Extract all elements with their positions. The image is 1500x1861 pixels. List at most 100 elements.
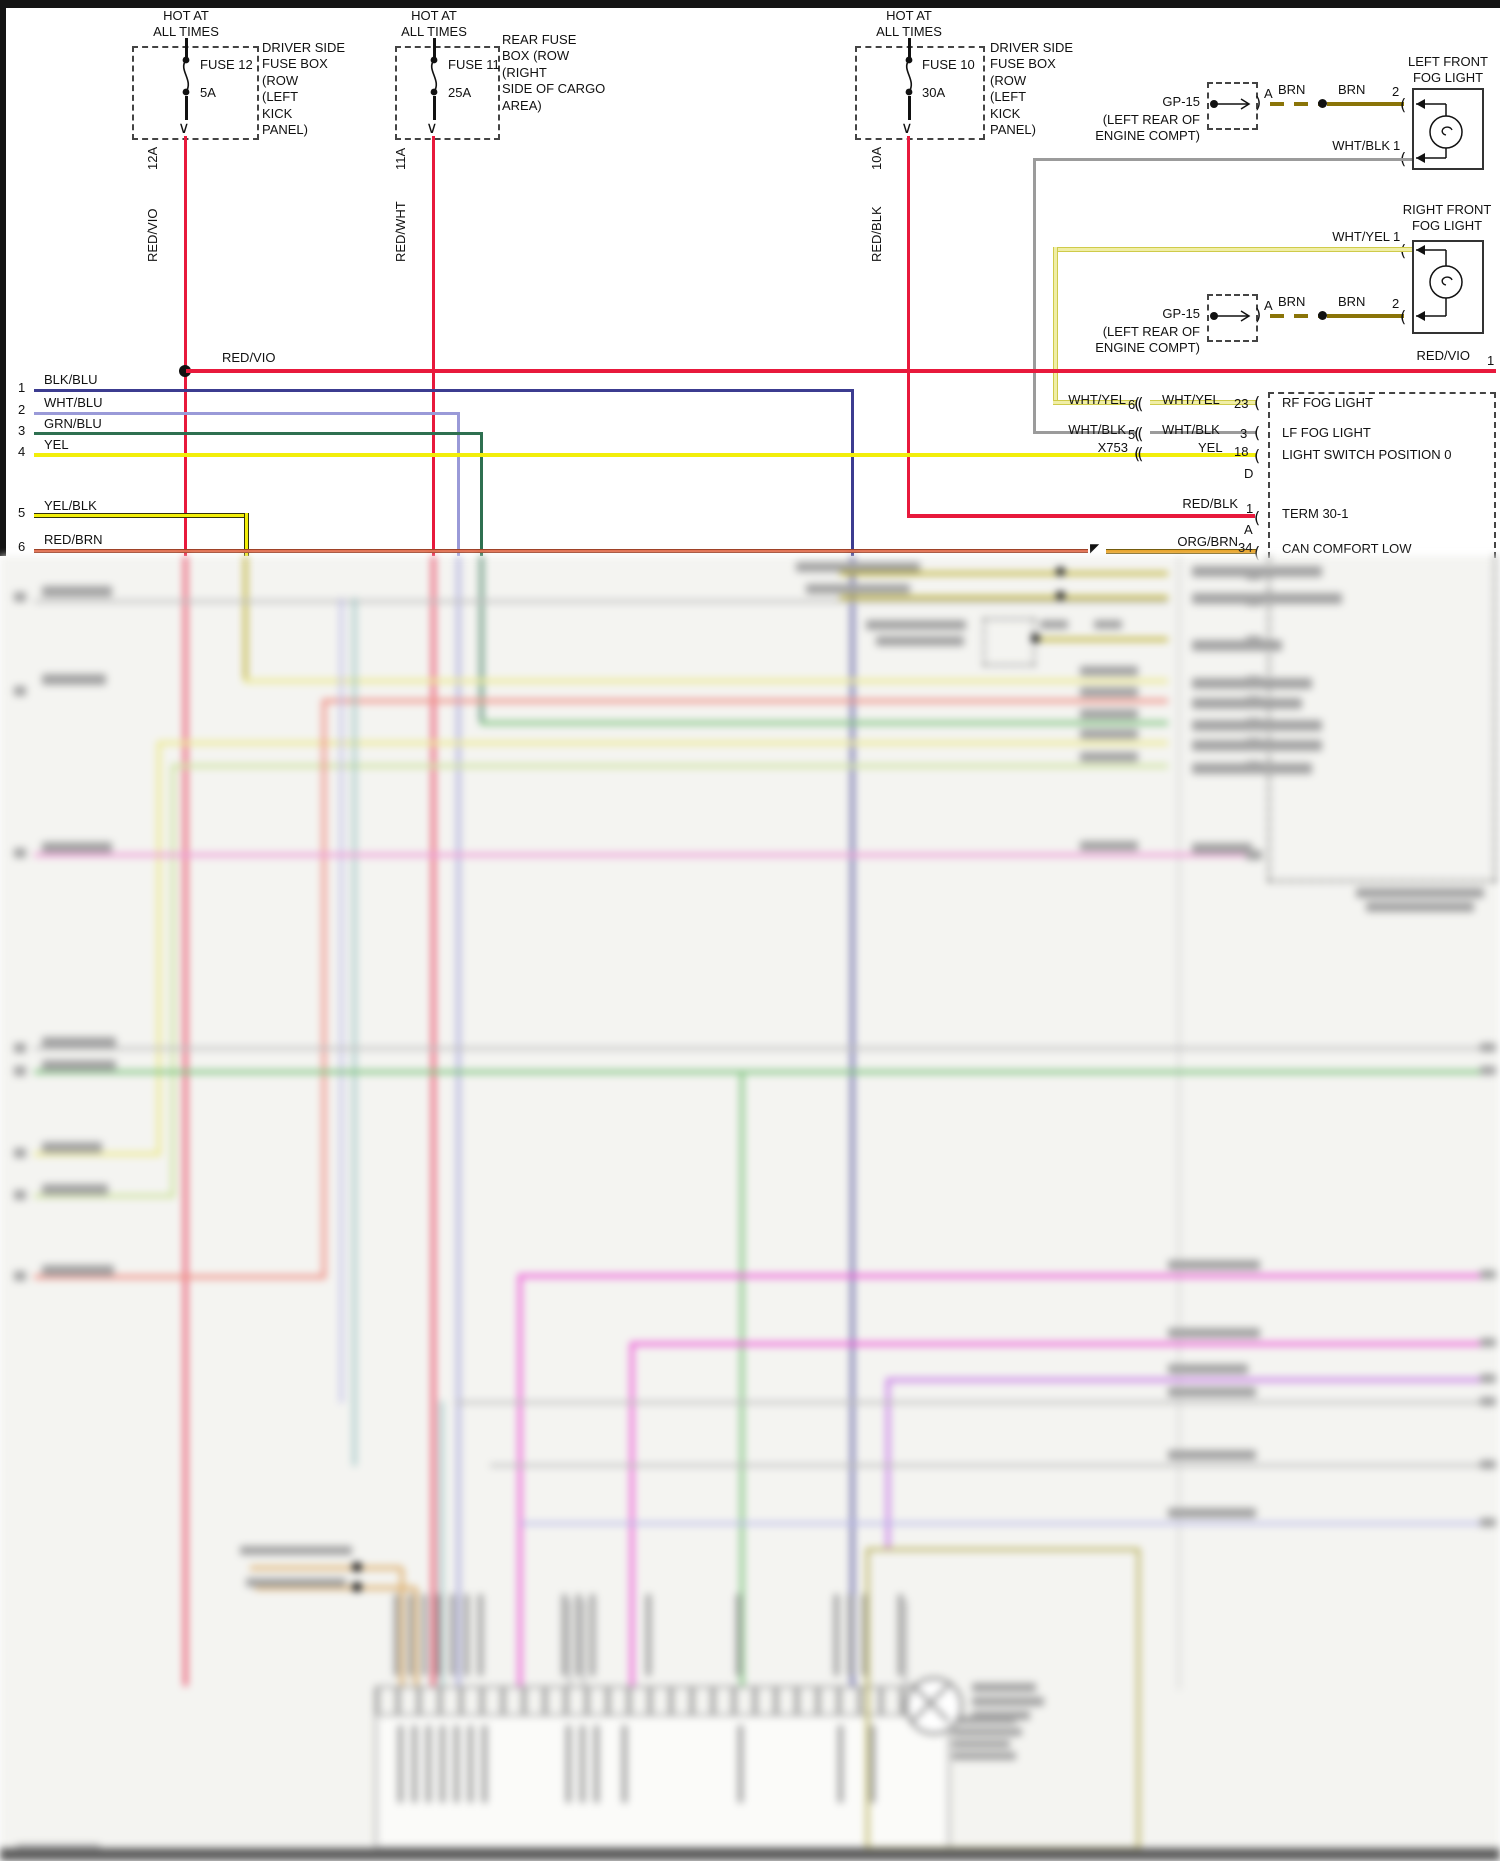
blurred-label: [1168, 1328, 1260, 1338]
blurred-label: [1168, 1260, 1260, 1270]
row1-label: BLK/BLU: [44, 372, 98, 387]
mrow4-bracket: (: [1254, 508, 1261, 527]
fog1-wire-label: WHT/BLK: [1332, 138, 1390, 153]
blurred-rotated-label: [646, 1594, 651, 1676]
ground-box-2: [1207, 294, 1258, 342]
junction-dot-redvio: [179, 365, 191, 377]
blurred-label: [1168, 1364, 1248, 1374]
wire-yelblk-v: [244, 513, 249, 556]
blurred-dot: [1056, 591, 1065, 600]
blurred-row-num: [14, 1043, 26, 1053]
wire-whtyel-h3: [1150, 400, 1256, 405]
blurred-rotated-label: [562, 1594, 567, 1676]
fuse-wire-2: [433, 38, 436, 58]
wire-yel: [34, 453, 1256, 457]
blurred-wire: [34, 1070, 1496, 1074]
blurred-rotated-label: [566, 1725, 571, 1803]
blurred-row-num: [14, 686, 26, 696]
blurred-rotated-label: [838, 1725, 843, 1803]
fuse-box-desc-2: REAR FUSE BOX (ROW (RIGHT SIDE OF CARGO …: [502, 32, 606, 113]
redvio-branch-label: RED/VIO: [222, 350, 276, 365]
blurred-wire: [518, 1274, 1496, 1278]
mrow1-fn: RF FOG LIGHT: [1282, 395, 1373, 410]
blurred-label: [42, 1142, 102, 1153]
fog2-wire-label: WHT/YEL: [1332, 229, 1390, 244]
blurred-pin: [1246, 676, 1262, 686]
blurred-row-num: [14, 1066, 26, 1076]
blurred-rotated-label: [436, 1594, 441, 1676]
inline-connector-2: ((: [1134, 424, 1144, 443]
mrow3-conn: D: [1244, 466, 1254, 481]
blurred-wire: [414, 1588, 418, 1686]
wire-whtblk-h1: [1034, 158, 1412, 161]
bl-pin-stub: [1480, 1518, 1496, 1527]
blurred-row-num: [14, 1148, 26, 1158]
fuse-rating-3: 10A: [869, 146, 884, 170]
bl-pin-stub: [1480, 1397, 1496, 1406]
blurred-label: [42, 1037, 116, 1048]
blurred-wire: [255, 1586, 416, 1590]
wire-brn-dashed-2: [1270, 314, 1320, 318]
ground-name-1: GP-15: [1162, 94, 1200, 109]
exit-chevron-2: ∨: [426, 118, 438, 137]
blurred-pin: [1246, 696, 1262, 706]
blurred-label: [972, 1711, 1030, 1720]
wire-redwht-vertical: [432, 136, 435, 556]
fuse-wire-3b: [908, 96, 911, 120]
blurred-wire: [480, 556, 483, 723]
blurred-label: [952, 1728, 1022, 1736]
blurred-ground-box: [983, 618, 1035, 666]
exit-chevron-3: ∨: [901, 118, 913, 137]
ground-location-1: (LEFT REAR OF ENGINE COMPT): [1095, 112, 1200, 144]
wire-orgbrn: [1106, 549, 1256, 554]
blurred-rotated-label: [426, 1725, 431, 1803]
junction-dot-brn-1: [1318, 99, 1327, 108]
blurred-label: [796, 562, 920, 572]
exit-chevron-1: ∨: [178, 118, 190, 137]
blurred-wire: [1178, 556, 1180, 1690]
blurred-label: [1192, 843, 1252, 854]
fuse-amps-3: 30A: [922, 85, 946, 100]
fuse-box-1: [132, 46, 259, 140]
blurred-module-box: [1268, 556, 1496, 882]
fuse-amps-2: 25A: [448, 85, 472, 100]
blurred-wire: [740, 1070, 744, 1686]
blurred-wire: [34, 1194, 175, 1198]
blurred-pin: [1246, 850, 1262, 860]
blurred-rotated-label: [450, 1594, 455, 1676]
blurred-label: [1080, 729, 1138, 739]
blurred-pin: [1246, 738, 1262, 748]
module-box-sharp: [1268, 392, 1496, 558]
left-border: [0, 8, 6, 556]
blurred-row-num: [14, 1271, 26, 1281]
bl-pin-stub: [1480, 1338, 1496, 1347]
blurred-rotated-label: [590, 1594, 595, 1676]
blurred-rotated-label: [870, 1725, 875, 1803]
blurred-wire: [322, 699, 1168, 703]
blurred-rotated-label: [594, 1725, 599, 1803]
ground-box-1: [1207, 82, 1258, 130]
mrow1-right: WHT/YEL: [1162, 392, 1220, 407]
fuse-box-3: [855, 46, 985, 140]
blurred-label: [42, 1265, 114, 1276]
ground-location-2: (LEFT REAR OF ENGINE COMPT): [1095, 324, 1200, 356]
row2-num: 2: [18, 402, 26, 417]
wire-redbrn: [34, 549, 1088, 553]
blurred-rotated-label: [478, 1594, 483, 1676]
blurred-rotated-label: [834, 1594, 839, 1676]
blurred-wire: [157, 741, 1168, 745]
blurred-rotated-label: [408, 1594, 413, 1676]
blurred-dot: [1031, 634, 1040, 643]
blurred-wire: [490, 1464, 1496, 1467]
fuse-name-3: FUSE 10: [922, 57, 975, 72]
fog1-bulb: [1416, 99, 1463, 163]
blurred-label: [1192, 640, 1282, 651]
blurred-label: [240, 1546, 352, 1555]
blurred-pin: [1246, 761, 1262, 771]
fog2-pin2: 2: [1392, 296, 1400, 311]
blurred-region: [0, 556, 1500, 1861]
blurred-wire: [34, 853, 1256, 857]
bl-pin-stub: [1480, 1066, 1496, 1075]
mrow1-left: WHT/YEL: [1068, 392, 1126, 407]
blurred-label: [1080, 709, 1138, 719]
